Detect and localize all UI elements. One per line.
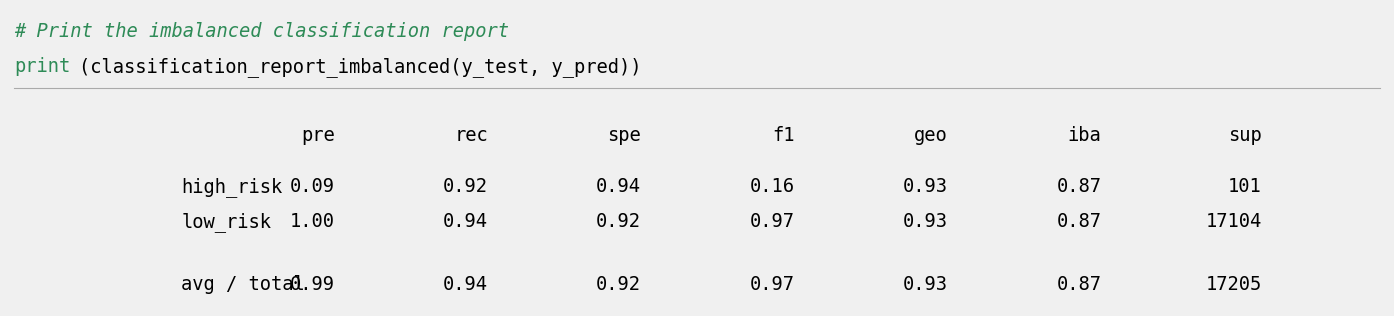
Text: 0.93: 0.93	[903, 212, 948, 231]
Text: 0.94: 0.94	[443, 275, 488, 294]
Text: 0.87: 0.87	[1057, 275, 1101, 294]
Text: 0.93: 0.93	[903, 275, 948, 294]
Text: 0.92: 0.92	[597, 212, 641, 231]
Text: high_risk: high_risk	[181, 177, 283, 197]
Text: 17104: 17104	[1206, 212, 1262, 231]
Text: 0.92: 0.92	[443, 177, 488, 196]
Text: 0.87: 0.87	[1057, 177, 1101, 196]
Text: 0.97: 0.97	[750, 275, 795, 294]
Text: 0.16: 0.16	[750, 177, 795, 196]
Text: (classification_report_imbalanced(y_test, y_pred)): (classification_report_imbalanced(y_test…	[79, 57, 643, 77]
Text: 0.09: 0.09	[290, 177, 335, 196]
Text: print: print	[14, 57, 70, 76]
Text: 0.94: 0.94	[597, 177, 641, 196]
Text: low_risk: low_risk	[181, 212, 272, 232]
Text: 0.94: 0.94	[443, 212, 488, 231]
Text: 0.97: 0.97	[750, 212, 795, 231]
Text: 0.93: 0.93	[903, 177, 948, 196]
Text: sup: sup	[1228, 126, 1262, 145]
Text: rec: rec	[454, 126, 488, 145]
Text: 0.92: 0.92	[597, 275, 641, 294]
Text: 101: 101	[1228, 177, 1262, 196]
Text: f1: f1	[772, 126, 795, 145]
Text: spe: spe	[608, 126, 641, 145]
Text: avg / total: avg / total	[181, 275, 305, 294]
Text: pre: pre	[301, 126, 335, 145]
Text: 0.87: 0.87	[1057, 212, 1101, 231]
Text: iba: iba	[1068, 126, 1101, 145]
Text: 17205: 17205	[1206, 275, 1262, 294]
Text: 0.99: 0.99	[290, 275, 335, 294]
Text: # Print the imbalanced classification report: # Print the imbalanced classification re…	[14, 22, 509, 41]
Text: 1.00: 1.00	[290, 212, 335, 231]
Text: geo: geo	[914, 126, 948, 145]
